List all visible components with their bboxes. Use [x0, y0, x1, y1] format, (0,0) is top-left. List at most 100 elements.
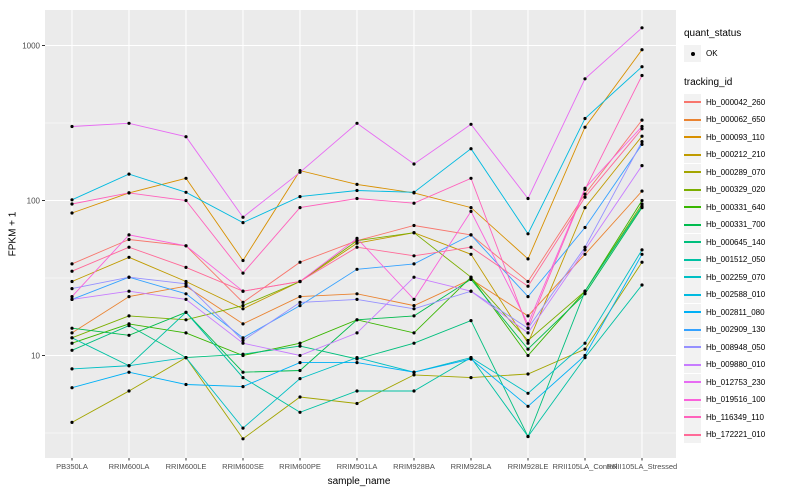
- legend-item-tracking: Hb_001512_050: [684, 251, 800, 269]
- legend-key-line-icon: [684, 328, 701, 331]
- legend-key-box: [684, 111, 701, 129]
- legend-item-label: Hb_002588_010: [706, 290, 766, 300]
- legend-key-line-icon: [684, 188, 701, 191]
- legend-item-label: Hb_000289_070: [706, 167, 766, 177]
- legend-key-box: [684, 128, 701, 146]
- legend-key-box: [684, 321, 701, 339]
- legend-key-line-icon: [684, 153, 701, 156]
- point-marker-icon: [690, 51, 695, 56]
- legend-item-tracking: Hb_000212_210: [684, 146, 800, 164]
- legend-item-label: OK: [706, 49, 718, 59]
- legend-key-box: [684, 303, 701, 321]
- legend-tracking-items: Hb_000042_260 Hb_000062_650 Hb_000093_110 H…: [684, 93, 800, 444]
- legend-key-box: [684, 198, 701, 216]
- legend-title-tracking-id: tracking_id: [684, 76, 733, 88]
- legend-key-box: [684, 426, 701, 444]
- legend-item-label: Hb_002811_080: [706, 307, 765, 317]
- legend-item-tracking: Hb_172221_010: [684, 426, 800, 444]
- legend-item-label: Hb_000042_260: [706, 97, 766, 107]
- legend-key-box: [684, 163, 701, 181]
- legend-item-label: Hb_000329_020: [706, 185, 766, 195]
- legend-item-tracking: Hb_000042_260: [684, 93, 800, 112]
- legend-item-tracking: Hb_116349_110: [684, 408, 800, 427]
- legend-key-line-icon: [684, 346, 701, 349]
- legend-key-line-icon: [684, 276, 701, 279]
- data-points: [70, 26, 644, 441]
- panel-background: [45, 10, 676, 458]
- legend-key-box: [684, 268, 701, 286]
- legend-key-line-icon: [684, 206, 701, 209]
- legend-item-label: Hb_001512_050: [706, 255, 766, 265]
- legend-item-tracking: Hb_012753_230: [684, 373, 800, 392]
- legend-gap: [684, 63, 800, 77]
- legend-key-line-icon: [684, 381, 701, 384]
- legend-key-line-icon: [684, 363, 701, 366]
- legend-item-tracking: Hb_000289_070: [684, 163, 800, 182]
- legend-key-box: [684, 45, 701, 63]
- legend-key-line-icon: [684, 258, 701, 261]
- legend-item-label: Hb_000331_640: [706, 202, 766, 212]
- legend-item-label: Hb_172221_010: [706, 430, 766, 440]
- svg-text:RRIM600SE: RRIM600SE: [222, 462, 264, 471]
- y-tick-labels: 10 100 1000: [22, 41, 40, 360]
- legend-key-box: [684, 338, 701, 356]
- legend-key-line-icon: [684, 416, 701, 419]
- legend-item-tracking: Hb_009880_010: [684, 356, 800, 374]
- legend-key-line-icon: [684, 136, 701, 139]
- legend-item-tracking: Hb_000062_650: [684, 111, 800, 129]
- legend: quant_status OK tracking_id Hb_000042_26…: [684, 28, 800, 444]
- legend-item-label: Hb_002259_070: [706, 272, 766, 282]
- legend-key-line-icon: [684, 171, 701, 174]
- x-tick-labels: PB350LA RRIM600LA RRIM600LE RRIM600SE RRIM60…: [56, 462, 677, 471]
- legend-item-tracking: Hb_002909_130: [684, 321, 800, 339]
- legend-item-tracking: Hb_002811_080: [684, 303, 800, 322]
- legend-key-line-icon: [684, 223, 701, 226]
- axis-ticks: [42, 45, 643, 461]
- legend-item-label: Hb_000093_110: [706, 132, 765, 142]
- svg-text:RRII105LA_Stressed: RRII105LA_Stressed: [607, 462, 677, 471]
- legend-item-label: Hb_012753_230: [706, 377, 766, 387]
- legend-item-label: Hb_019516_100: [706, 395, 766, 405]
- legend-item-label: Hb_000331_700: [706, 220, 766, 230]
- y-axis-title: FPKM + 1: [7, 211, 19, 257]
- legend-key-box: [684, 181, 701, 199]
- legend-key-box: [684, 146, 701, 164]
- legend-item-tracking: Hb_002259_070: [684, 268, 800, 287]
- legend-key-line-icon: [684, 311, 701, 314]
- svg-text:PB350LA: PB350LA: [56, 462, 88, 471]
- legend-item-label: Hb_002909_130: [706, 325, 766, 335]
- legend-key-box: [684, 408, 701, 426]
- svg-text:RRIM600LE: RRIM600LE: [166, 462, 207, 471]
- svg-text:1000: 1000: [22, 41, 40, 50]
- legend-key-line-icon: [684, 398, 701, 401]
- legend-item-tracking: Hb_000093_110: [684, 128, 800, 147]
- svg-text:RRIM928BA: RRIM928BA: [393, 462, 435, 471]
- legend-item-tracking: Hb_000331_640: [684, 198, 800, 217]
- legend-key-box: [684, 251, 701, 269]
- legend-item-quant-ok: OK: [684, 45, 800, 63]
- legend-key-box: [684, 216, 701, 234]
- legend-key-line-icon: [684, 433, 701, 436]
- legend-item-label: Hb_009880_010: [706, 360, 766, 370]
- legend-item-label: Hb_116349_110: [706, 412, 764, 422]
- legend-key-line-icon: [684, 241, 701, 244]
- svg-text:RRII105LA_Control: RRII105LA_Control: [552, 462, 617, 471]
- svg-text:RRIM600PE: RRIM600PE: [279, 462, 321, 471]
- legend-key-box: [684, 356, 701, 374]
- legend-item-tracking: Hb_000329_020: [684, 181, 800, 199]
- legend-item-label: Hb_000062_650: [706, 115, 766, 125]
- svg-text:RRIM928LE: RRIM928LE: [508, 462, 549, 471]
- legend-item-tracking: Hb_002588_010: [684, 286, 800, 304]
- svg-text:RRIM600LA: RRIM600LA: [109, 462, 150, 471]
- legend-title-quant-status: quant_status: [684, 28, 742, 39]
- legend-item-tracking: Hb_000645_140: [684, 233, 800, 252]
- x-axis-title: sample_name: [327, 476, 391, 487]
- svg-text:RRIM901LA: RRIM901LA: [337, 462, 378, 471]
- legend-key-line-icon: [684, 118, 701, 121]
- svg-text:100: 100: [27, 196, 41, 205]
- legend-key-box: [684, 286, 701, 304]
- legend-item-tracking: Hb_019516_100: [684, 391, 800, 409]
- legend-key-box: [684, 233, 701, 251]
